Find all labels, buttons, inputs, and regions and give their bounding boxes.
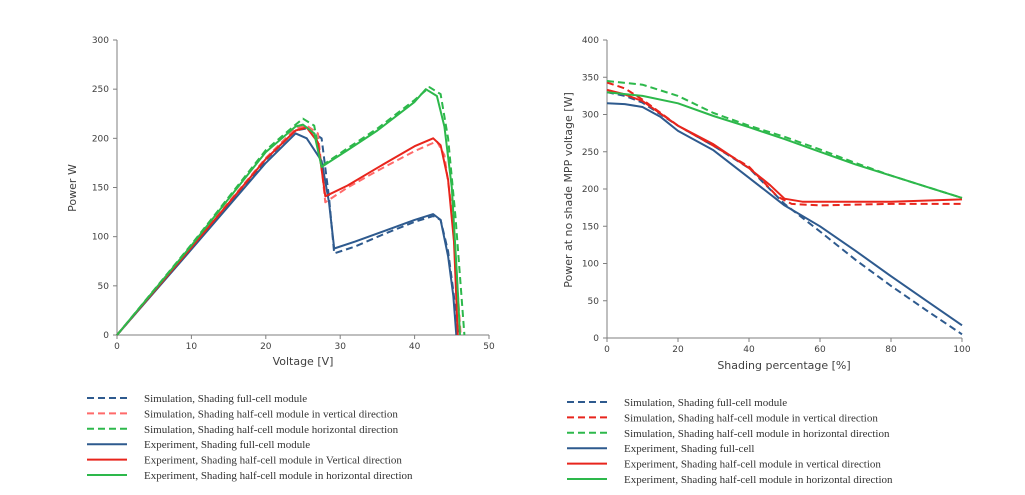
series-line-6 xyxy=(116,88,461,336)
y-tick-label: 50 xyxy=(98,282,110,292)
x-tick-label: 10 xyxy=(186,342,198,352)
y-tick-label: 400 xyxy=(582,36,599,46)
legend-label: Experiment, Shading half-cell module in … xyxy=(144,470,413,482)
x-tick-label: 0 xyxy=(604,345,610,355)
x-tick-label: 60 xyxy=(814,345,826,355)
chart-power-vs-voltage: 0 50 100 150 200 250 300 0 10 20 30 40 50 Voltage [… xyxy=(66,36,495,482)
series-line-4 xyxy=(116,132,458,336)
x-tick-label: 50 xyxy=(483,342,495,352)
y-tick-label: 0 xyxy=(593,334,599,344)
x-tick-label: 100 xyxy=(953,345,970,355)
series-line-6 xyxy=(606,91,963,199)
series-line-1 xyxy=(606,91,963,336)
y-tick-label: 250 xyxy=(92,85,109,95)
series-line-5 xyxy=(116,126,459,336)
legend-label: Simulation, Shading half-cell module hor… xyxy=(144,424,399,436)
y-tick-label: 100 xyxy=(582,260,599,270)
legend-label: Simulation, Shading full-cell module xyxy=(144,393,307,405)
y-tick-label: 150 xyxy=(582,222,599,232)
y-tick-label: 100 xyxy=(92,233,109,243)
x-tick-label: 20 xyxy=(260,342,272,352)
y-tick-label: 200 xyxy=(92,134,109,144)
legend-label: Simulation, Shading half-cell module in … xyxy=(624,412,878,424)
legend-label: Simulation, Shading half-cell module in … xyxy=(624,428,890,440)
legend-label: Simulation, Shading half-cell module in … xyxy=(144,408,398,420)
x-axis-label: Shading percentage [%] xyxy=(717,359,850,372)
x-tick-label: 40 xyxy=(743,345,755,355)
series-line-1 xyxy=(116,127,460,336)
series-line-4 xyxy=(606,102,963,327)
x-axis-label: Voltage [V] xyxy=(273,355,334,368)
legend-label: Experiment, Shading half-cell module in … xyxy=(624,474,893,486)
x-tick-label: 30 xyxy=(334,342,346,352)
y-axis-label: Power W xyxy=(66,164,79,212)
series-line-2 xyxy=(116,124,462,336)
y-tick-label: 300 xyxy=(92,36,109,46)
series-line-3 xyxy=(116,86,466,336)
x-tick-label: 20 xyxy=(672,345,684,355)
y-tick-label: 200 xyxy=(582,185,599,195)
y-axis-label: Power at no shade MPP voltage [W] xyxy=(562,92,575,288)
y-tick-label: 350 xyxy=(582,73,599,83)
series-line-5 xyxy=(606,88,963,203)
y-tick-label: 50 xyxy=(588,297,600,307)
x-tick-label: 0 xyxy=(114,342,120,352)
legend-label: Experiment, Shading full-cell xyxy=(624,443,754,455)
legend-label: Experiment, Shading half-cell module in … xyxy=(144,455,402,467)
legend-label: Experiment, Shading half-cell module in … xyxy=(624,459,881,471)
y-tick-label: 250 xyxy=(582,148,599,158)
y-tick-label: 0 xyxy=(103,331,109,341)
series-line-2 xyxy=(606,81,962,207)
legend-label: Experiment, Shading full-cell module xyxy=(144,439,310,451)
legend-label: Simulation, Shading full-cell module xyxy=(624,397,787,409)
y-tick-label: 300 xyxy=(582,111,599,121)
x-tick-label: 40 xyxy=(409,342,421,352)
chart-power-vs-shading: 0 50 100 150 200 250 300 350 400 0 20 40 60 80 100 Sh… xyxy=(562,36,971,486)
x-tick-label: 80 xyxy=(885,345,897,355)
y-tick-label: 150 xyxy=(92,184,109,194)
